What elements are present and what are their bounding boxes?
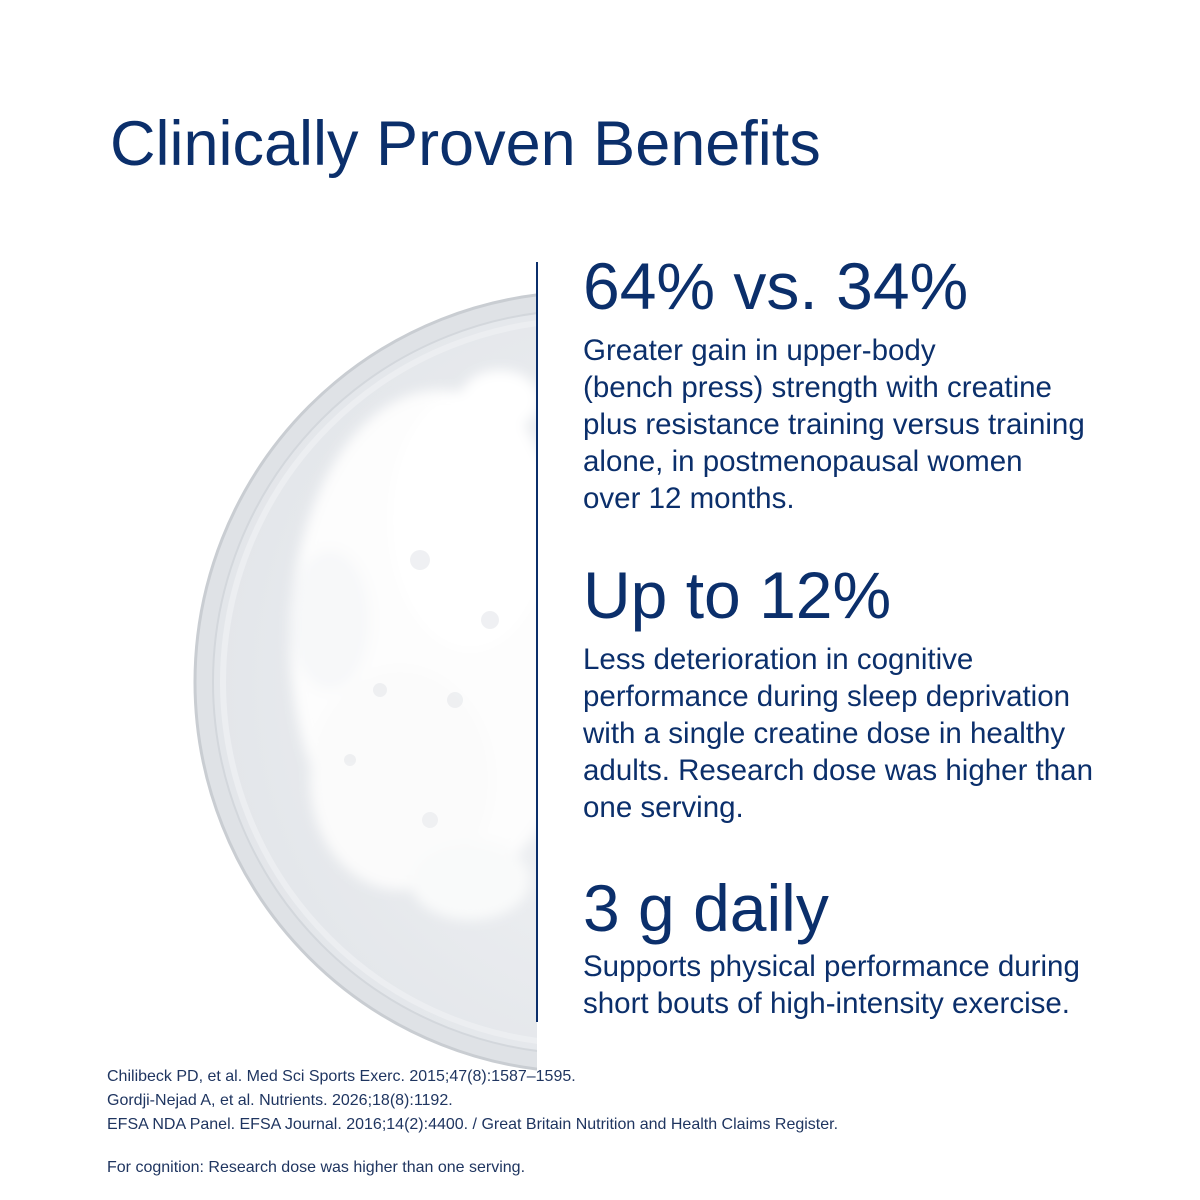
stat-body-line: with a single creatine dose in healthy (583, 717, 1066, 750)
stat-body-line: alone, in postmenopausal women (583, 445, 1023, 478)
stat-body-line: adults. Research dose was higher than (583, 754, 1093, 787)
stat-body-line: over 12 months. (583, 482, 795, 515)
stat-body-line: Less deterioration in cognitive (583, 643, 974, 676)
reference: Chilibeck PD, et al. Med Sci Sports Exer… (107, 1068, 576, 1085)
page-title: Clinically Proven Benefits (110, 109, 821, 179)
stat-headline: 3 g daily (583, 871, 829, 945)
stat-body: Supports physical performance during shor… (583, 948, 1183, 1022)
stat-body-line: short bouts of high-intensity exercise. (583, 987, 1070, 1020)
note: For cognition: Research dose was higher … (107, 1159, 526, 1176)
reference: Gordji-Nejad A, et al. Nutrients. 2026;1… (107, 1092, 453, 1109)
stat-body-line: Supports physical performance during (583, 950, 1080, 983)
stat-headline: Up to 12% (583, 558, 892, 632)
stat-body: Greater gain in upper-body (bench press) … (583, 332, 1183, 517)
divider (536, 262, 538, 1022)
stat-body-line: (bench press) strength with creatine (583, 371, 1052, 404)
petri-dish-image (193, 293, 537, 1071)
stat-body-line: performance during sleep deprivation (583, 680, 1071, 713)
stat-headline: 64% vs. 34% (583, 249, 969, 323)
reference: EFSA NDA Panel. EFSA Journal. 2016;14(2)… (107, 1116, 839, 1133)
stat-block: 64% vs. 34% Greater gain in upper-body (be… (583, 248, 1183, 517)
stat-block: Up to 12% Less deterioration in cognitive… (583, 557, 1183, 826)
stat-block: 3 g daily Supports physical performance d… (583, 870, 1183, 1022)
stat-body-line: one serving. (583, 791, 744, 824)
stat-body-line: plus resistance training versus training (583, 408, 1085, 441)
references: Chilibeck PD, et al. Med Sci Sports Exer… (107, 1065, 838, 1137)
stat-body: Less deterioration in cognitive performan… (583, 641, 1183, 826)
stat-body-line: Greater gain in upper-body (583, 334, 936, 367)
